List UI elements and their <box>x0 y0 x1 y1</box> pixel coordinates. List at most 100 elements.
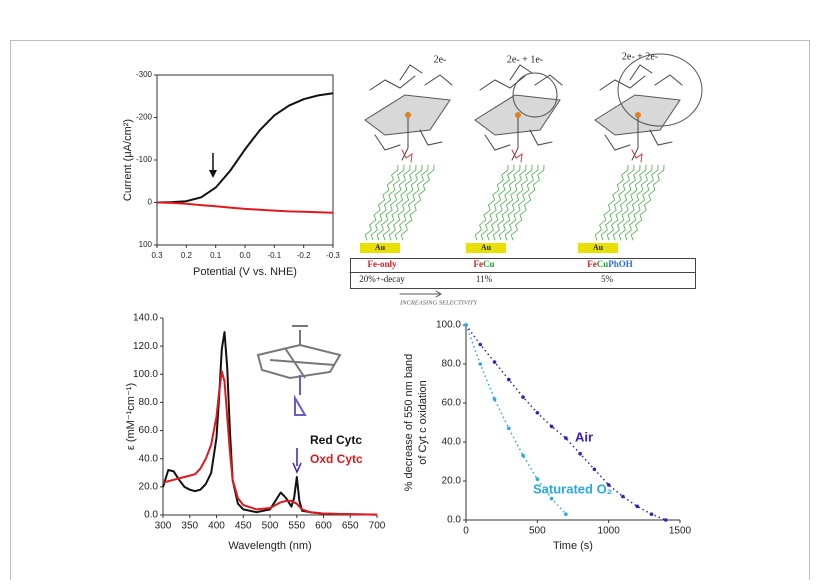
fe-atom <box>515 112 521 118</box>
fe-atom <box>635 112 641 118</box>
y-tick-label: 0.0 <box>447 515 461 526</box>
table-header: FeCu <box>473 259 494 269</box>
heme-inset <box>256 325 342 416</box>
electrode-label: Au <box>375 243 386 252</box>
point <box>592 467 597 472</box>
point <box>663 518 668 522</box>
x-tick-label: -0.2 <box>297 251 311 260</box>
molecule-bonds <box>369 64 453 161</box>
electrode <box>466 243 506 253</box>
point <box>649 512 654 516</box>
header-part: Cu <box>483 259 495 269</box>
x-tick-label: 600 <box>315 521 332 532</box>
point <box>635 504 639 509</box>
y-tick-label: 100.0 <box>436 320 461 331</box>
monolayer-chain <box>388 164 423 241</box>
point <box>621 494 625 499</box>
monolayer-chain <box>376 164 411 241</box>
point <box>521 395 525 399</box>
header-part: PhOH <box>608 259 633 269</box>
x-tick-label: -0.3 <box>326 251 340 260</box>
y-tick-label: 0.0 <box>144 510 158 521</box>
monolayer-chain <box>364 164 399 241</box>
table-cell: 20%+-decay <box>359 274 405 284</box>
point <box>564 436 568 440</box>
monolayer-chain <box>624 164 659 241</box>
point <box>578 451 582 456</box>
y-axis-label: ε (mM⁻¹cm⁻¹) <box>125 383 137 450</box>
monolayer-chain <box>618 164 653 241</box>
monolayer-chain <box>382 164 417 241</box>
x-tick-label: 0.2 <box>181 251 193 260</box>
y-tick-label: -100 <box>136 155 153 164</box>
molecules <box>364 64 683 241</box>
y-tick-label: 20.0 <box>442 476 462 487</box>
monolayer-chain <box>630 164 665 241</box>
x-tick-label: 0.1 <box>210 251 222 260</box>
highlight-circle <box>512 72 558 118</box>
table-header: Fe-only <box>368 259 397 269</box>
electrode <box>578 243 618 253</box>
monolayer-chain <box>474 164 509 241</box>
series-label: Saturated O₂ <box>533 481 613 496</box>
point <box>478 342 483 347</box>
series-line <box>156 201 334 214</box>
highlight-circle <box>617 53 703 127</box>
header-part: Fe <box>473 259 483 269</box>
point <box>564 512 568 516</box>
step-label: 2e- + 2e- <box>622 51 658 62</box>
monolayer-chain <box>600 164 635 241</box>
table-cell: 11% <box>476 274 493 284</box>
x-tick-label: 0 <box>463 526 469 537</box>
y-tick-label: 20.0 <box>139 481 159 492</box>
x-tick-label: 500 <box>262 521 279 532</box>
electrode-label: Au <box>593 243 604 252</box>
series-line <box>156 92 334 204</box>
linker <box>631 149 643 163</box>
point <box>549 424 554 429</box>
step-label: 2e- + 1e- <box>507 54 543 65</box>
step-label: 2e- <box>434 54 447 65</box>
monolayer-chain <box>400 164 435 241</box>
y-tick-label: 120.0 <box>133 341 158 352</box>
series-line <box>162 370 378 516</box>
x-tick-label: 500 <box>529 526 546 537</box>
arrow-head <box>435 290 442 298</box>
y-tick-label: -200 <box>136 113 153 122</box>
y-tick-label: 100 <box>139 240 153 249</box>
electrode-label: Au <box>481 243 492 252</box>
y-tick-label: 80.0 <box>139 397 159 408</box>
monolayer-chain <box>612 164 647 241</box>
y-tick-label: 40.0 <box>139 453 159 464</box>
point <box>492 360 497 364</box>
x-tick-label: 350 <box>181 521 198 532</box>
monolayer-chain <box>498 164 533 241</box>
y-tick-label: 0 <box>148 198 153 207</box>
annotation-arrow-head <box>209 170 217 178</box>
y-tick-label: -300 <box>136 70 153 79</box>
point <box>492 397 497 401</box>
monolayer-chain <box>594 164 629 241</box>
x-tick-label: 550 <box>288 521 305 532</box>
point <box>521 453 525 458</box>
x-tick-label: 300 <box>155 521 172 532</box>
y-tick-label: 60.0 <box>139 425 159 436</box>
linker <box>511 149 523 163</box>
table <box>350 258 696 289</box>
y-axis-label: Current (μA/cm²) <box>122 119 134 201</box>
arrow-label: INCREASING SELECTIVITY <box>399 299 478 306</box>
y-axis-label: of Cyt c oxidation <box>417 380 429 464</box>
point <box>478 362 483 366</box>
diagram: 2e- 2e- + 1e- 2e- + 2e- Au Au Au Fe-only… <box>349 51 703 306</box>
point <box>606 483 611 487</box>
point <box>549 496 554 501</box>
x-axis-label: Time (s) <box>553 540 593 552</box>
y-tick-label: 100.0 <box>133 369 158 380</box>
monolayer-chain <box>370 164 405 241</box>
x-tick-label: -0.1 <box>267 251 281 260</box>
table-header: FeCuPhOH <box>587 259 633 269</box>
y-tick-label: 40.0 <box>442 437 462 448</box>
point <box>464 323 468 327</box>
electrode <box>360 243 400 253</box>
point <box>507 377 511 382</box>
